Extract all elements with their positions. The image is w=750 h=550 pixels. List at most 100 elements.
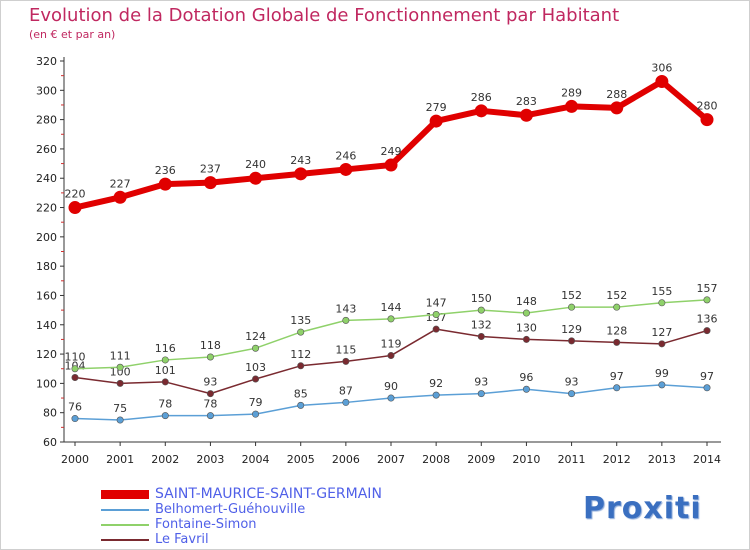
data-point xyxy=(658,299,666,307)
data-point xyxy=(203,176,217,190)
data-point xyxy=(252,344,260,352)
data-point xyxy=(249,171,263,185)
data-label: 130 xyxy=(516,321,537,334)
y-tick-label: 160 xyxy=(36,289,57,302)
data-label: 101 xyxy=(155,364,176,377)
data-label: 129 xyxy=(561,323,582,336)
data-point xyxy=(703,296,711,304)
legend-item-fontaine-simon: Fontaine-Simon xyxy=(101,517,257,533)
data-label: 279 xyxy=(426,101,447,114)
data-label: 110 xyxy=(65,351,86,364)
data-label: 286 xyxy=(471,91,492,104)
chart-subtitle: (en € et par an) xyxy=(29,28,116,41)
data-point xyxy=(116,379,124,387)
data-point xyxy=(342,316,350,324)
data-point xyxy=(658,340,666,348)
data-point xyxy=(568,303,576,311)
data-label: 147 xyxy=(426,297,447,310)
x-tick-label: 2011 xyxy=(558,453,586,466)
legend-swatch xyxy=(101,539,149,541)
data-point xyxy=(387,352,395,360)
y-tick-label: 100 xyxy=(36,377,57,390)
data-label: 136 xyxy=(697,313,718,326)
legend-label: Belhomert-Guéhouville xyxy=(155,502,306,517)
data-point xyxy=(206,353,214,361)
data-point xyxy=(116,416,124,424)
data-point xyxy=(429,114,443,128)
x-tick-label: 2007 xyxy=(377,453,405,466)
data-label: 220 xyxy=(65,188,86,201)
data-label: 155 xyxy=(651,285,672,298)
data-point xyxy=(474,104,488,118)
x-tick-label: 2009 xyxy=(467,453,495,466)
data-point xyxy=(161,378,169,386)
y-tick-label: 80 xyxy=(43,407,57,420)
y-tick-label: 240 xyxy=(36,172,57,185)
y-tick-label: 260 xyxy=(36,143,57,156)
data-label: 112 xyxy=(290,348,311,361)
y-tick-label: 180 xyxy=(36,260,57,273)
data-point xyxy=(477,332,485,340)
data-point xyxy=(206,412,214,420)
data-point xyxy=(297,328,305,336)
data-point xyxy=(68,201,82,215)
data-point xyxy=(297,362,305,370)
data-point xyxy=(568,337,576,345)
y-tick-label: 120 xyxy=(36,348,57,361)
data-label: 75 xyxy=(113,402,127,415)
data-label: 132 xyxy=(471,318,492,331)
data-label: 152 xyxy=(606,289,627,302)
x-tick-label: 2000 xyxy=(61,453,89,466)
y-tick-label: 140 xyxy=(36,319,57,332)
data-point xyxy=(71,415,79,423)
data-point xyxy=(700,113,714,127)
data-label: 93 xyxy=(203,376,217,389)
data-point xyxy=(161,412,169,420)
x-tick-label: 2004 xyxy=(242,453,270,466)
data-point xyxy=(519,108,533,122)
data-label: 118 xyxy=(200,339,221,352)
x-tick-label: 2010 xyxy=(512,453,540,466)
data-label: 249 xyxy=(381,145,402,158)
legend-label: Fontaine-Simon xyxy=(155,517,257,532)
y-tick-label: 320 xyxy=(36,55,57,68)
data-point xyxy=(113,190,127,204)
data-label: 78 xyxy=(158,398,172,411)
legend-item-le-favril: Le Favril xyxy=(101,532,209,548)
data-label: 152 xyxy=(561,289,582,302)
data-point xyxy=(116,363,124,371)
legend-label: SAINT-MAURICE-SAINT-GERMAIN xyxy=(155,486,382,502)
data-point xyxy=(387,315,395,323)
data-label: 246 xyxy=(335,149,356,162)
x-tick-label: 2008 xyxy=(422,453,450,466)
data-label: 288 xyxy=(606,88,627,101)
data-point xyxy=(613,384,621,392)
y-tick-label: 60 xyxy=(43,436,57,449)
data-point xyxy=(252,410,260,418)
data-label: 97 xyxy=(700,370,714,383)
data-label: 103 xyxy=(245,361,266,374)
data-label: 99 xyxy=(655,367,669,380)
x-tick-label: 2006 xyxy=(332,453,360,466)
data-label: 111 xyxy=(110,349,131,362)
data-label: 280 xyxy=(697,100,718,113)
x-tick-label: 2001 xyxy=(106,453,134,466)
data-label: 119 xyxy=(381,338,402,351)
legend-label: Le Favril xyxy=(155,532,209,547)
data-point xyxy=(342,357,350,365)
data-point xyxy=(565,99,579,113)
data-label: 128 xyxy=(606,324,627,337)
x-tick-label: 2003 xyxy=(196,453,224,466)
x-tick-label: 2013 xyxy=(648,453,676,466)
data-label: 78 xyxy=(203,398,217,411)
data-label: 85 xyxy=(294,387,308,400)
x-tick-label: 2012 xyxy=(603,453,631,466)
legend-swatch xyxy=(101,524,149,526)
data-label: 93 xyxy=(474,376,488,389)
data-point xyxy=(432,311,440,319)
data-point xyxy=(342,398,350,406)
legend-item-saint-maurice: SAINT-MAURICE-SAINT-GERMAIN xyxy=(101,486,382,502)
data-point xyxy=(206,390,214,398)
x-tick-label: 2002 xyxy=(151,453,179,466)
